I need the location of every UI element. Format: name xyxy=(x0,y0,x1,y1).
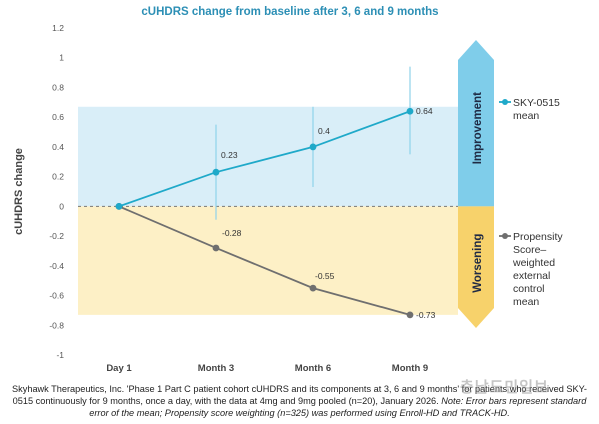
control-data-label: -0.55 xyxy=(315,271,335,281)
chart-title: cUHDRS change from baseline after 3, 6 a… xyxy=(141,6,438,18)
chart-caption: Skyhawk Therapeutics, Inc. 'Phase 1 Part… xyxy=(8,383,591,419)
y-tick-label: -0.6 xyxy=(49,291,64,301)
sky-legend-text: mean xyxy=(513,110,539,122)
worsening-arrow xyxy=(458,206,494,328)
sky-data-point xyxy=(406,107,414,115)
y-tick-label: -0.8 xyxy=(49,320,64,330)
improvement-arrow xyxy=(458,40,494,207)
x-tick-label: Month 9 xyxy=(392,363,428,374)
control-data-label: -0.28 xyxy=(222,228,242,238)
control-legend-text: weighted xyxy=(512,257,555,269)
sky-data-point xyxy=(309,143,317,151)
y-tick-label: 1 xyxy=(59,53,64,63)
control-legend-marker xyxy=(502,233,508,239)
control-data-point xyxy=(309,284,317,292)
control-data-point xyxy=(212,244,220,252)
control-series-line xyxy=(118,205,411,316)
y-tick-label: 0.6 xyxy=(52,112,64,122)
y-tick-label: 0.2 xyxy=(52,172,64,182)
caption-text: Skyhawk Therapeutics, Inc. 'Phase 1 Part… xyxy=(12,384,587,406)
sky-legend-text: SKY-0515 xyxy=(513,97,560,109)
sky-data-point xyxy=(212,168,220,176)
sky-data-label: 0.64 xyxy=(416,106,433,116)
y-tick-label: -1 xyxy=(56,350,64,360)
control-legend-text: control xyxy=(513,283,545,295)
sky-legend-marker xyxy=(502,99,508,105)
y-tick-label: -0.4 xyxy=(49,261,64,271)
control-legend-text: Score– xyxy=(513,244,546,256)
y-axis-title: cUHDRS change xyxy=(13,148,25,235)
control-legend-text: external xyxy=(513,270,550,282)
worsening-band xyxy=(78,206,458,315)
x-tick-label: Day 1 xyxy=(106,363,132,374)
caption-note: Note: Error bars represent standard erro… xyxy=(89,396,587,418)
x-tick-label: Month 3 xyxy=(198,363,234,374)
sky-series-line xyxy=(118,110,411,208)
y-tick-label: 1.2 xyxy=(52,23,64,33)
control-data-point xyxy=(406,311,414,319)
improvement-band xyxy=(78,106,458,207)
control-data-label: -0.73 xyxy=(416,310,436,320)
sky-data-label: 0.4 xyxy=(318,126,330,136)
watermark-logo: 충남도민일보 xyxy=(460,378,549,396)
sky-data-point xyxy=(115,202,123,210)
y-tick-label: -0.2 xyxy=(49,231,64,241)
y-tick-label: 0 xyxy=(59,201,64,211)
improvement-label: Improvement xyxy=(472,92,484,164)
y-tick-label: 0.8 xyxy=(52,82,64,92)
control-legend-text: mean xyxy=(513,296,539,308)
worsening-label: Worsening xyxy=(472,234,484,293)
sky-data-label: 0.23 xyxy=(221,150,238,160)
chart-canvas: cUHDRS change from baseline after 3, 6 a… xyxy=(13,6,563,374)
x-tick-label: Month 6 xyxy=(295,363,331,374)
control-legend-text: Propensity xyxy=(513,231,563,243)
y-tick-label: 0.4 xyxy=(52,142,64,152)
